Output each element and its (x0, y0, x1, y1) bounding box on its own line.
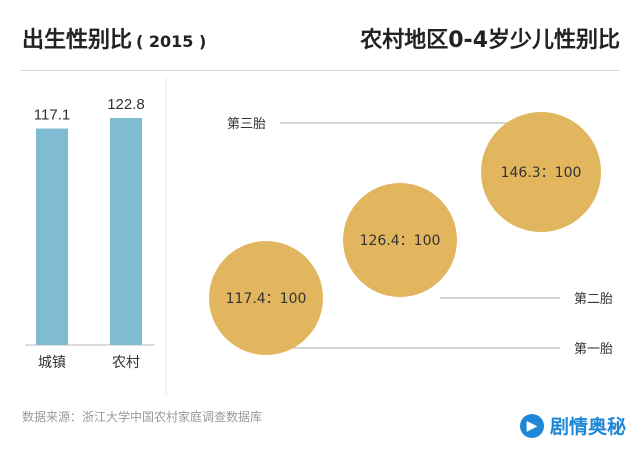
bar-value-label: 122.8 (107, 96, 145, 113)
bar-category-label: 农村 (112, 355, 140, 371)
watermark: ▶ 剧情奥秘 (519, 412, 626, 439)
bubble-value-label: 117.4：100 (226, 291, 307, 307)
bar-urban (36, 128, 68, 345)
left-chart-title: 出生性别比( 2015 ) (22, 22, 206, 54)
bubble-1 (209, 241, 323, 355)
birth-order-label: 第一胎 (574, 342, 613, 357)
play-logo-icon: ▶ (519, 413, 544, 438)
source-note: 数据来源：浙江大学中国农村家庭调查数据库 (22, 410, 263, 424)
birth-order-label: 第三胎 (227, 117, 266, 132)
bubble-value-label: 146.3：100 (501, 165, 582, 181)
left-chart-year: ( 2015 ) (136, 32, 207, 51)
bubble-2 (343, 183, 457, 297)
bubble-3 (481, 112, 601, 232)
bar-rural (110, 118, 142, 345)
right-chart-title: 农村地区0-4岁少儿性别比 (360, 28, 620, 53)
bar-value-label: 117.1 (34, 107, 70, 124)
bubble-value-label: 126.4：100 (360, 233, 441, 249)
left-chart-title-text: 出生性别比 (22, 28, 133, 53)
watermark-text: 剧情奥秘 (549, 416, 626, 438)
birth-order-label: 第二胎 (574, 292, 613, 307)
header-divider (20, 70, 620, 71)
bar-category-label: 城镇 (38, 355, 66, 371)
